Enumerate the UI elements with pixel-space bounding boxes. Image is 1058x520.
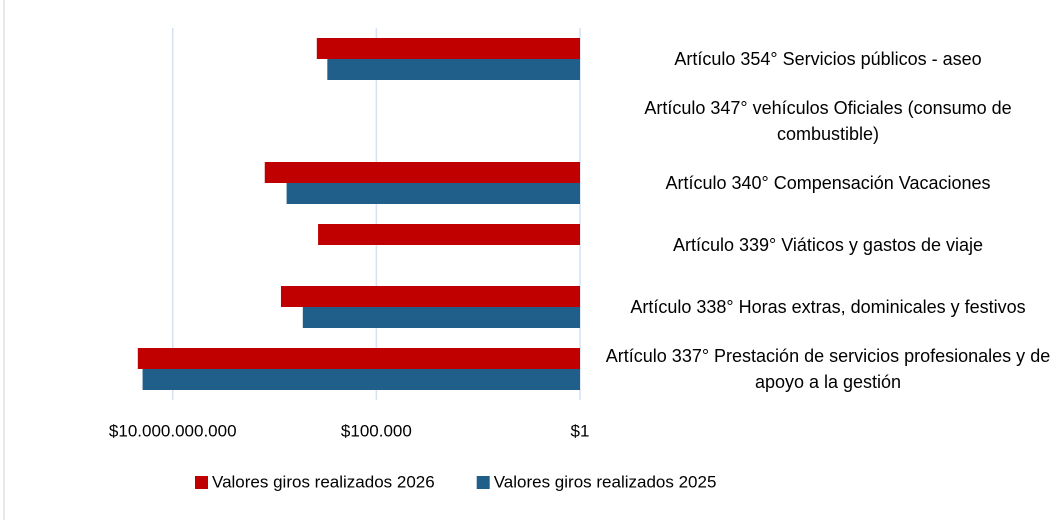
x-tick-label: $100.000 [341, 421, 412, 440]
bar [137, 348, 580, 369]
bar [142, 369, 580, 390]
category-label: Artículo 354° Servicios públicos - aseo [674, 49, 982, 69]
category-label: Artículo 338° Horas extras, dominicales … [630, 297, 1026, 317]
category-label: Artículo 340° Compensación Vacaciones [665, 173, 991, 193]
category-label: Artículo 339° Viáticos y gastos de viaje [672, 235, 984, 255]
bar [264, 162, 580, 183]
bar [302, 307, 580, 328]
bar [286, 183, 580, 204]
legend-label: Valores giros realizados 2025 [494, 472, 717, 491]
category-label: Artículo 347° vehículos Oficiales (consu… [644, 98, 1012, 144]
x-tick-label: $10.000.000.000 [109, 421, 237, 440]
bar [327, 59, 580, 80]
bar [316, 38, 580, 59]
legend-label: Valores giros realizados 2026 [212, 472, 435, 491]
category-label: Artículo 337° Prestación de servicios pr… [605, 346, 1051, 392]
bar [280, 286, 580, 307]
legend-swatch [195, 476, 208, 489]
legend-swatch [476, 476, 490, 489]
x-tick-label: $1 [571, 421, 590, 440]
bar [318, 224, 580, 245]
